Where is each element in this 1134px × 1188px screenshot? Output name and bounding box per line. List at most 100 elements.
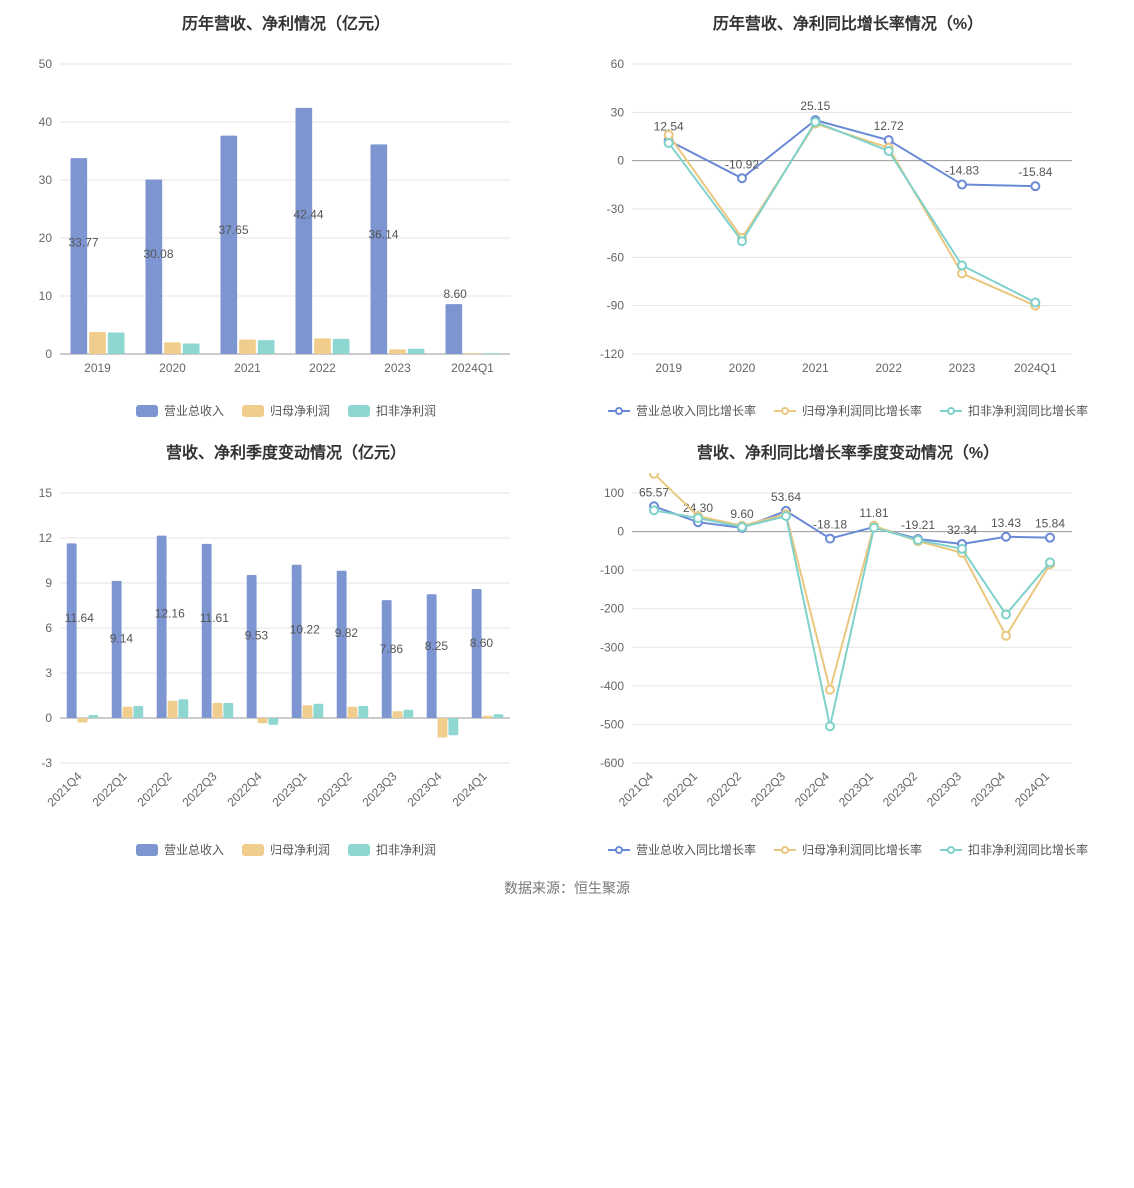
svg-text:-400: -400 [600, 679, 624, 693]
svg-text:9.82: 9.82 [335, 626, 359, 640]
legend-item[interactable]: 营业总收入 [136, 402, 224, 419]
legend-label: 扣非净利润 [376, 402, 436, 419]
chart-canvas: -600-500-400-300-200-100010065.5724.309.… [572, 473, 1092, 833]
svg-text:30: 30 [611, 105, 625, 119]
svg-text:0: 0 [45, 711, 52, 725]
svg-text:12.16: 12.16 [155, 607, 185, 621]
svg-text:-120: -120 [600, 347, 624, 361]
svg-text:30: 30 [39, 173, 53, 187]
svg-text:25.15: 25.15 [800, 99, 830, 113]
chart-legend: 营业总收入同比增长率 归母净利润同比增长率 扣非净利润同比增长率 [572, 402, 1124, 419]
legend-item[interactable]: 扣非净利润 [348, 841, 436, 858]
svg-text:12: 12 [39, 531, 53, 545]
svg-text:2021: 2021 [234, 361, 261, 375]
svg-text:-600: -600 [600, 756, 624, 770]
svg-text:11.81: 11.81 [859, 506, 888, 520]
legend-item[interactable]: 扣非净利润同比增长率 [940, 402, 1088, 419]
svg-text:15: 15 [39, 486, 53, 500]
legend-label: 营业总收入 [164, 402, 224, 419]
legend-swatch-icon [608, 406, 630, 416]
svg-text:2022Q1: 2022Q1 [660, 769, 700, 809]
legend-swatch-icon [242, 844, 264, 856]
legend-swatch-icon [774, 406, 796, 416]
svg-text:40: 40 [39, 115, 53, 129]
svg-text:33.77: 33.77 [69, 235, 99, 249]
svg-text:9.60: 9.60 [730, 507, 754, 521]
svg-text:2023Q4: 2023Q4 [405, 769, 445, 809]
legend-item[interactable]: 营业总收入同比增长率 [608, 402, 756, 419]
svg-text:2023Q3: 2023Q3 [360, 769, 400, 809]
svg-text:42.44: 42.44 [294, 208, 324, 222]
svg-text:-18.18: -18.18 [813, 518, 847, 532]
legend-label: 归母净利润 [270, 402, 330, 419]
svg-text:2022Q2: 2022Q2 [135, 769, 175, 809]
svg-text:2024Q1: 2024Q1 [451, 361, 494, 375]
svg-text:-100: -100 [600, 563, 624, 577]
svg-text:2024Q1: 2024Q1 [1014, 361, 1057, 375]
legend-swatch-icon [348, 405, 370, 417]
svg-text:-60: -60 [607, 250, 625, 264]
legend-label: 归母净利润 [270, 841, 330, 858]
legend-swatch-icon [774, 845, 796, 855]
chart-canvas: -30369121511.649.1412.1611.619.5310.229.… [10, 473, 530, 833]
legend-item[interactable]: 归母净利润同比增长率 [774, 402, 922, 419]
svg-text:2024Q1: 2024Q1 [450, 769, 490, 809]
legend-item[interactable]: 归母净利润 [242, 841, 330, 858]
svg-text:2022: 2022 [875, 361, 902, 375]
chart-legend: 营业总收入 归母净利润 扣非净利润 [10, 841, 562, 858]
svg-text:9.14: 9.14 [110, 632, 134, 646]
legend-item[interactable]: 扣非净利润同比增长率 [940, 841, 1088, 858]
svg-text:-300: -300 [600, 640, 624, 654]
svg-text:65.57: 65.57 [639, 485, 669, 499]
svg-text:0: 0 [617, 525, 624, 539]
svg-text:2023Q1: 2023Q1 [836, 769, 876, 809]
svg-text:100: 100 [604, 486, 624, 500]
svg-text:2022Q3: 2022Q3 [748, 769, 788, 809]
legend-label: 扣非净利润同比增长率 [968, 841, 1088, 858]
svg-text:60: 60 [611, 57, 625, 71]
svg-text:37.65: 37.65 [219, 223, 249, 237]
legend-item[interactable]: 归母净利润同比增长率 [774, 841, 922, 858]
svg-text:2023: 2023 [949, 361, 976, 375]
svg-text:2023Q2: 2023Q2 [315, 769, 355, 809]
legend-label: 营业总收入同比增长率 [636, 841, 756, 858]
svg-text:3: 3 [45, 666, 52, 680]
chart-title: 历年营收、净利同比增长率情况（%） [572, 10, 1124, 34]
svg-text:8.60: 8.60 [470, 636, 494, 650]
svg-text:-500: -500 [600, 717, 624, 731]
svg-text:-14.83: -14.83 [945, 164, 979, 178]
svg-text:2023Q3: 2023Q3 [924, 769, 964, 809]
svg-text:50: 50 [39, 57, 53, 71]
chart-canvas: -120-90-60-300306012.54-10.9225.1512.72-… [572, 44, 1092, 394]
svg-text:20: 20 [39, 231, 53, 245]
svg-text:-200: -200 [600, 602, 624, 616]
legend-label: 营业总收入同比增长率 [636, 402, 756, 419]
svg-text:12.72: 12.72 [874, 119, 904, 133]
svg-text:2023Q1: 2023Q1 [270, 769, 310, 809]
svg-text:2020: 2020 [729, 361, 756, 375]
svg-text:8.60: 8.60 [444, 287, 468, 301]
legend-swatch-icon [348, 844, 370, 856]
legend-item[interactable]: 营业总收入 [136, 841, 224, 858]
legend-item[interactable]: 扣非净利润 [348, 402, 436, 419]
svg-text:2021: 2021 [802, 361, 829, 375]
svg-text:0: 0 [45, 347, 52, 361]
svg-text:15.84: 15.84 [1035, 517, 1065, 531]
svg-text:32.34: 32.34 [947, 523, 977, 537]
chart-canvas: 0102030405033.7730.0837.6542.4436.148.60… [10, 44, 530, 394]
svg-text:2019: 2019 [84, 361, 111, 375]
legend-label: 归母净利润同比增长率 [802, 402, 922, 419]
chart-legend: 营业总收入 归母净利润 扣非净利润 [10, 402, 562, 419]
legend-item[interactable]: 营业总收入同比增长率 [608, 841, 756, 858]
svg-text:2021Q4: 2021Q4 [616, 769, 656, 809]
chart-title: 营收、净利季度变动情况（亿元） [10, 439, 562, 463]
svg-text:2019: 2019 [655, 361, 682, 375]
legend-swatch-icon [242, 405, 264, 417]
svg-text:-3: -3 [41, 756, 52, 770]
chart-title: 历年营收、净利情况（亿元） [10, 10, 562, 34]
svg-text:11.64: 11.64 [65, 611, 94, 625]
legend-item[interactable]: 归母净利润 [242, 402, 330, 419]
svg-text:30.08: 30.08 [144, 247, 174, 261]
svg-text:2022Q3: 2022Q3 [180, 769, 220, 809]
svg-text:2021Q4: 2021Q4 [45, 769, 85, 809]
